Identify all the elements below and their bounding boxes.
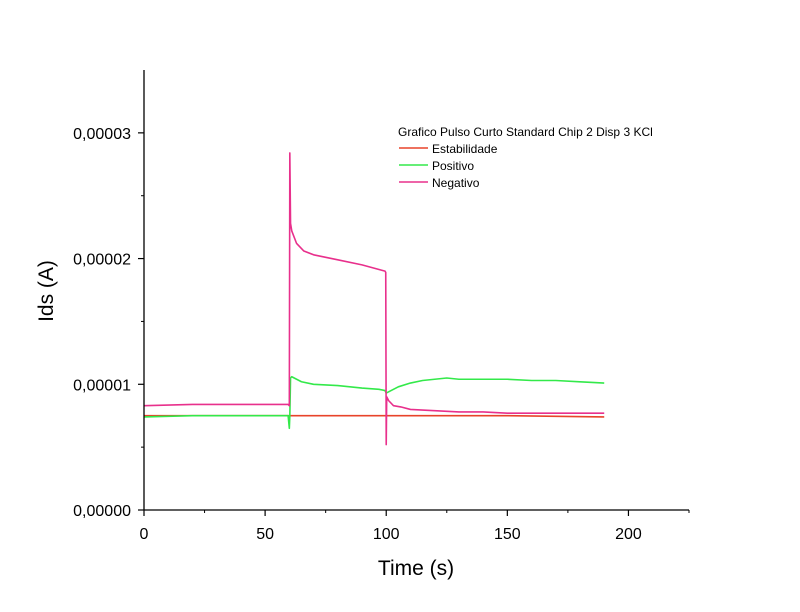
x-axis-title: Time (s) (378, 557, 454, 580)
series-line-positivo (143, 375, 605, 430)
x-tick-label: 200 (615, 526, 642, 543)
legend: Grafico Pulso Curto Standard Chip 2 Disp… (398, 125, 653, 190)
legend-label: Negativo (432, 176, 480, 190)
x-tick-label: 150 (494, 526, 521, 543)
y-tick-label: 0,00002 (73, 252, 131, 269)
ticks: 0 50 100 150 200 0,00000 0,00001 0,00002 0,00003 (73, 126, 690, 543)
x-tick-label: 0 (140, 526, 149, 543)
y-tick-label: 0,00001 (73, 377, 131, 394)
axes (143, 70, 689, 511)
legend-label: Estabilidade (432, 142, 498, 156)
legend-title: Grafico Pulso Curto Standard Chip 2 Disp… (398, 125, 653, 139)
plot-lines (143, 152, 605, 446)
x-tick-label: 100 (373, 526, 400, 543)
legend-label: Positivo (432, 159, 474, 173)
x-tick-label: 50 (256, 526, 274, 543)
y-axis-title: Ids (A) (35, 260, 58, 322)
y-tick-label: 0,00003 (73, 126, 131, 143)
series-line-negativo (143, 152, 605, 446)
y-tick-label: 0,00000 (73, 503, 131, 520)
